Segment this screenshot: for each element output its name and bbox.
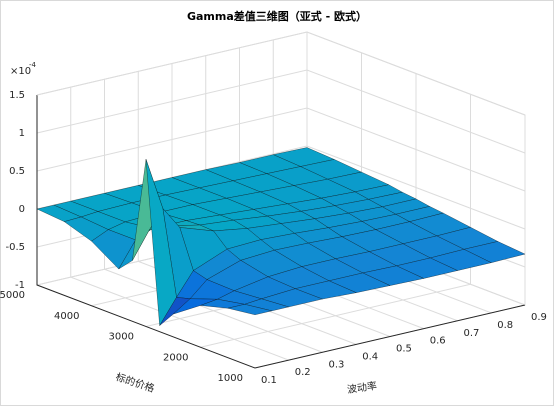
y-grid-line [200, 94, 471, 348]
surface-patch [227, 304, 272, 316]
chart-title: Gamma差值三维图（亚式 - 欧式） [187, 9, 367, 23]
box-edge [36, 31, 526, 305]
x-tick-label: 0.2 [295, 367, 311, 378]
y-tick-label: 2000 [163, 352, 188, 363]
z-multiplier-exponent: -4 [29, 61, 37, 69]
axis-line [36, 95, 526, 369]
x-tick-label: 0.4 [362, 351, 378, 362]
z-tick-label: -1 [15, 280, 25, 291]
z-tick-label: 1.5 [9, 90, 25, 101]
x-tick-label: 0.5 [396, 344, 412, 355]
z-tick-label: 1 [19, 128, 25, 139]
z-tick-label: -0.5 [5, 242, 25, 253]
x-tick-label: 0.8 [497, 320, 513, 331]
y-tick-label: 5000 [0, 290, 25, 301]
z-tick-label: 0.5 [9, 166, 25, 177]
x-tick-label: 0.1 [261, 375, 277, 386]
y-tick-label: 1000 [218, 373, 243, 384]
z-multiplier: ×10 [10, 66, 31, 77]
x-tick-label: 0.9 [531, 312, 547, 323]
x-axis-label: 波动率 [346, 379, 378, 396]
y-tick-label: 3000 [109, 332, 134, 343]
x-tick-label: 0.6 [430, 336, 446, 347]
x-tick-label: 0.3 [329, 359, 345, 370]
x-tick-label: 0.7 [464, 328, 480, 339]
y-tick-label: 4000 [54, 311, 79, 322]
z-tick-label: 0 [19, 204, 25, 215]
